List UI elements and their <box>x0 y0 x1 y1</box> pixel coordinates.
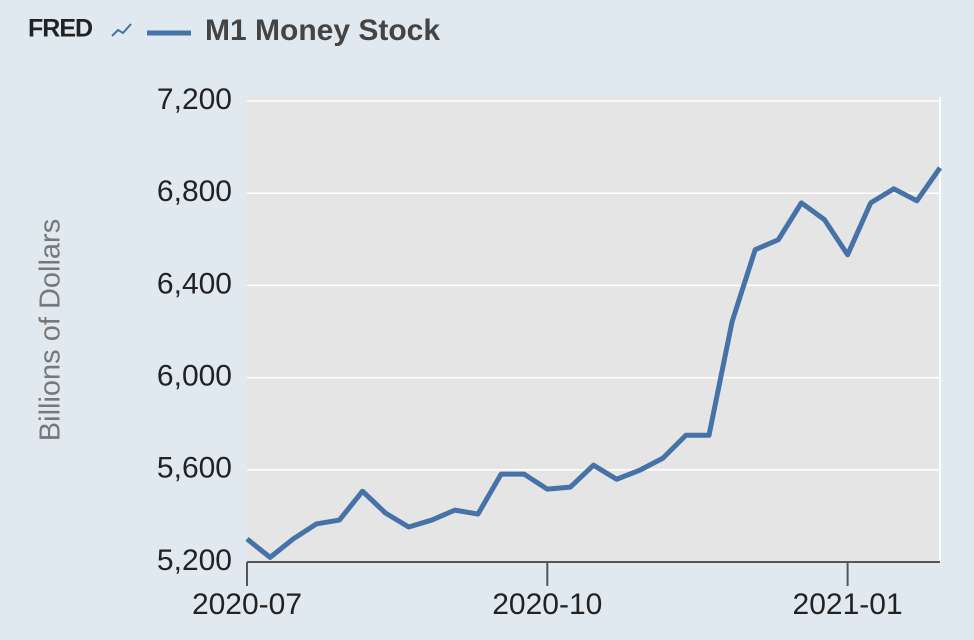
y-tick-label: 5,200 <box>157 544 232 577</box>
plot-area <box>247 97 940 562</box>
y-tick-label: 5,600 <box>157 452 232 485</box>
y-tick-label: 6,000 <box>157 360 232 393</box>
x-tick-label: 2020-10 <box>492 588 602 621</box>
logo: FRED <box>28 15 92 43</box>
y-tick-label: 6,800 <box>157 175 232 208</box>
y-tick-label: 6,400 <box>157 267 232 300</box>
logo-icon <box>111 23 132 37</box>
series-line <box>245 166 943 560</box>
legend-label: M1 Money Stock <box>205 14 440 47</box>
y-axis-label: Billions of Dollars <box>35 219 67 441</box>
x-tick-label: 2021-01 <box>793 588 903 621</box>
y-tick-label: 7,200 <box>157 83 232 116</box>
x-tick-label: 2020-07 <box>192 588 302 621</box>
